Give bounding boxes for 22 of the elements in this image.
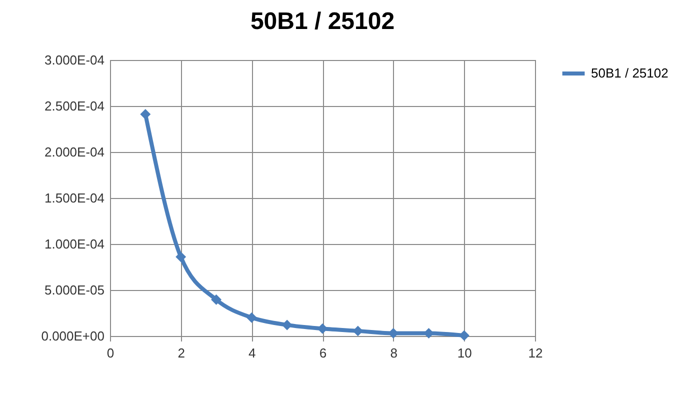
y-tick-label: 1.500E-04 — [44, 190, 104, 206]
y-tick-label: 5.000E-05 — [44, 282, 104, 298]
x-tick-label: 2 — [178, 346, 185, 360]
point — [246, 312, 257, 323]
chart-title: 50B1 / 25102 — [250, 8, 395, 35]
x-tick-label: 10 — [457, 346, 472, 360]
y-tick-label: 2.000E-04 — [44, 144, 104, 160]
point — [176, 252, 186, 262]
x-tick-label: 0 — [106, 346, 114, 360]
y-tick-label: 0.000E+00 — [41, 328, 104, 344]
x-tick-label: 12 — [528, 346, 543, 360]
point — [282, 320, 292, 330]
y-tick-label: 3.000E-04 — [44, 52, 104, 68]
legend-label: 50B1 / 25102 — [591, 66, 668, 80]
point — [424, 328, 434, 338]
x-tick-label: 6 — [319, 346, 327, 360]
y-tick-label: 2.500E-04 — [44, 98, 104, 114]
point — [211, 294, 222, 305]
x-tick-label: 4 — [248, 346, 256, 360]
x-tick-label: 8 — [390, 346, 398, 360]
y-tick-label: 1.000E-04 — [44, 236, 104, 252]
point — [140, 109, 151, 120]
